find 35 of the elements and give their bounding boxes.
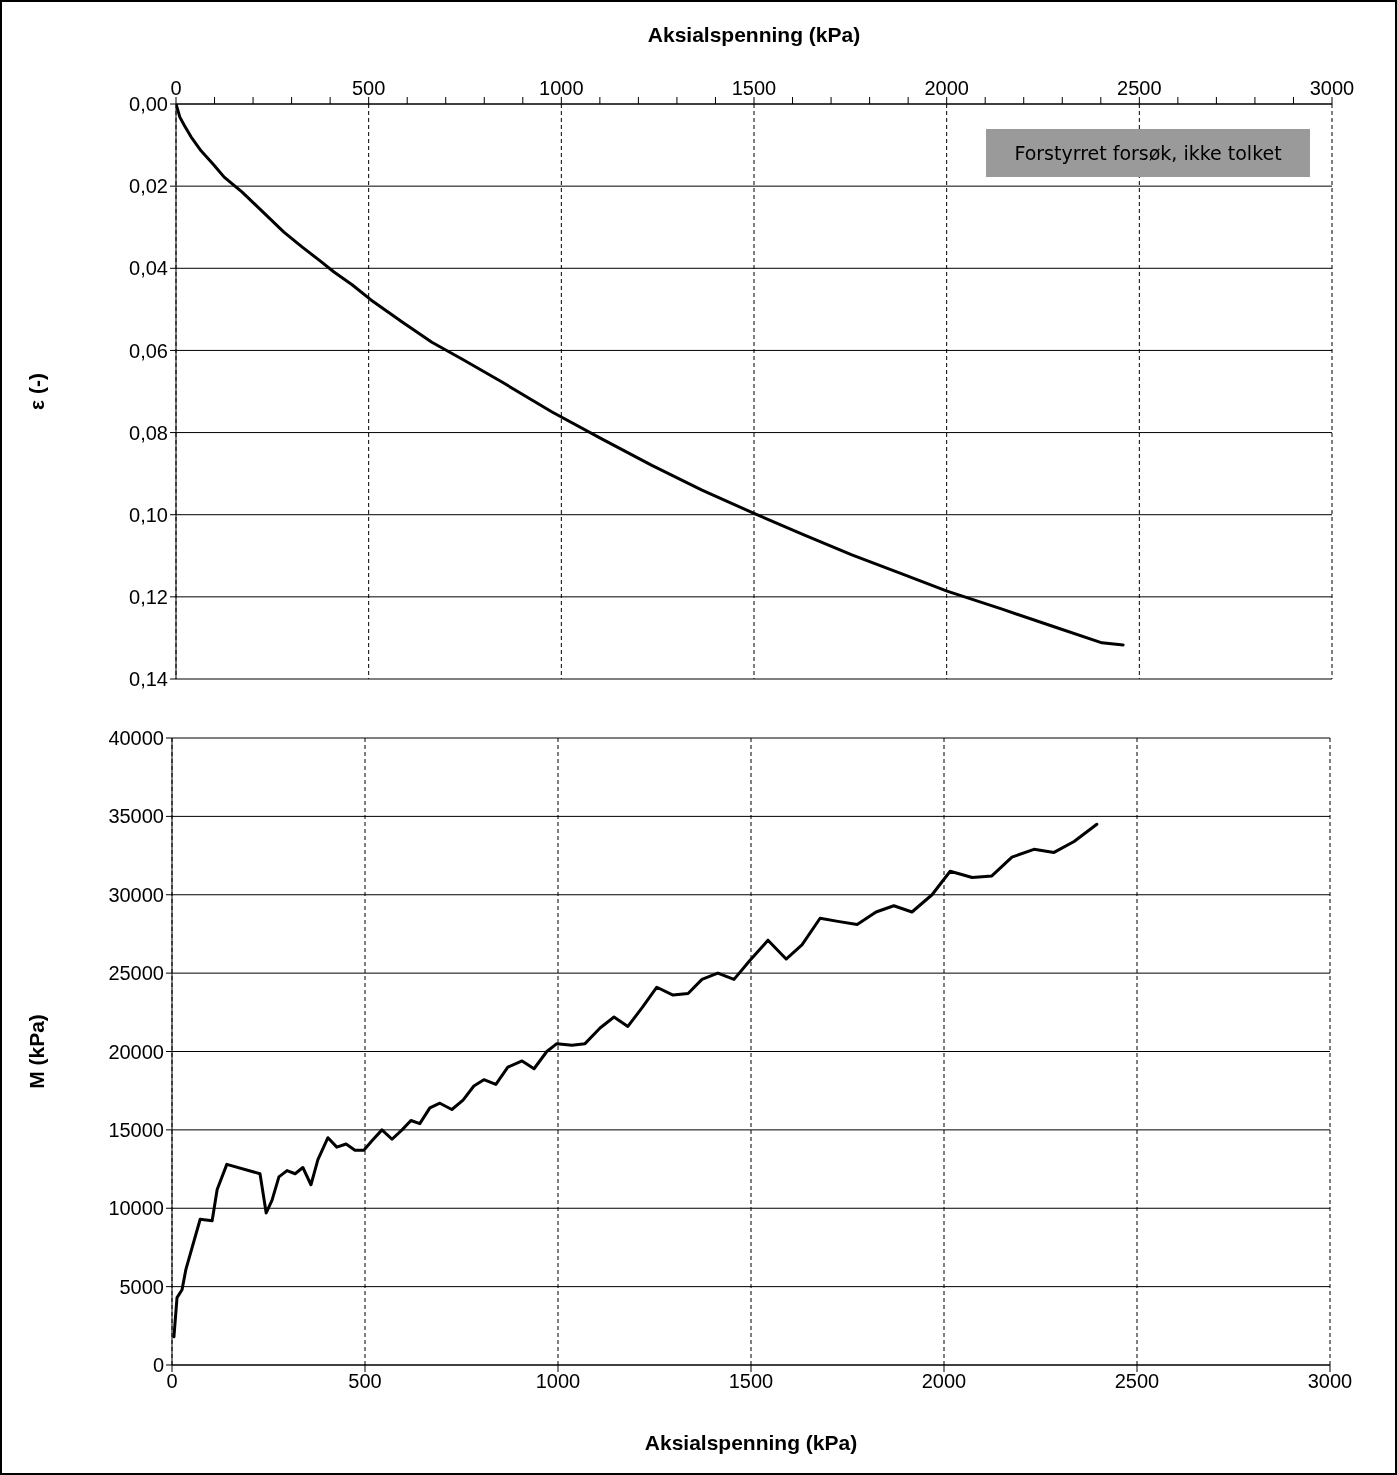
- x-axis-title: Aksialspenning (kPa): [644, 1431, 858, 1454]
- y-tick-label: 40000: [108, 727, 164, 750]
- x-tick-label: 1500: [728, 1370, 774, 1393]
- x-tick-label: 1500: [731, 77, 777, 99]
- x-tick-label: 500: [348, 1370, 382, 1393]
- y-tick-label: 0,04: [129, 257, 168, 280]
- y-tick-label: 0: [152, 1354, 164, 1377]
- y-tick-label: 35000: [108, 805, 164, 828]
- y-tick-label: 0,06: [129, 339, 168, 362]
- x-tick-label: 3000: [1309, 77, 1355, 99]
- y-tick-label: 20000: [108, 1040, 164, 1063]
- y-tick-label: 0,12: [129, 585, 168, 608]
- y-tick-label: 25000: [108, 962, 164, 985]
- y-tick-label: 5000: [119, 1275, 164, 1298]
- y-tick-label: 15000: [108, 1118, 164, 1141]
- y-tick-label: 0,00: [129, 93, 168, 116]
- x-tick-label: 2000: [924, 77, 969, 99]
- y-tick-label: 0,14: [129, 668, 168, 691]
- x-tick-label: 1000: [535, 1370, 581, 1393]
- y-tick-label: 0,02: [129, 175, 168, 198]
- y-axis-title: ε (-): [25, 373, 49, 410]
- y-tick-label: 0,08: [129, 421, 168, 444]
- x-axis-title: Aksialspenning (kPa): [647, 22, 861, 46]
- x-tick-label: 2500: [1114, 1370, 1160, 1393]
- x-tick-label: 3000: [1307, 1370, 1353, 1393]
- x-tick-label: 0: [170, 77, 182, 99]
- y-axis-title: M (kPa): [25, 1014, 49, 1089]
- x-tick-label: 2500: [1117, 77, 1162, 99]
- x-tick-label: 500: [351, 77, 386, 99]
- x-tick-label: 1000: [539, 77, 584, 99]
- x-tick-label: 2000: [921, 1370, 967, 1393]
- annotation: Forstyrret forsøk, ikke tolket: [986, 129, 1310, 177]
- y-tick-label: 0,10: [129, 503, 168, 526]
- y-tick-label: 10000: [108, 1197, 164, 1220]
- y-tick-label: 30000: [108, 883, 164, 906]
